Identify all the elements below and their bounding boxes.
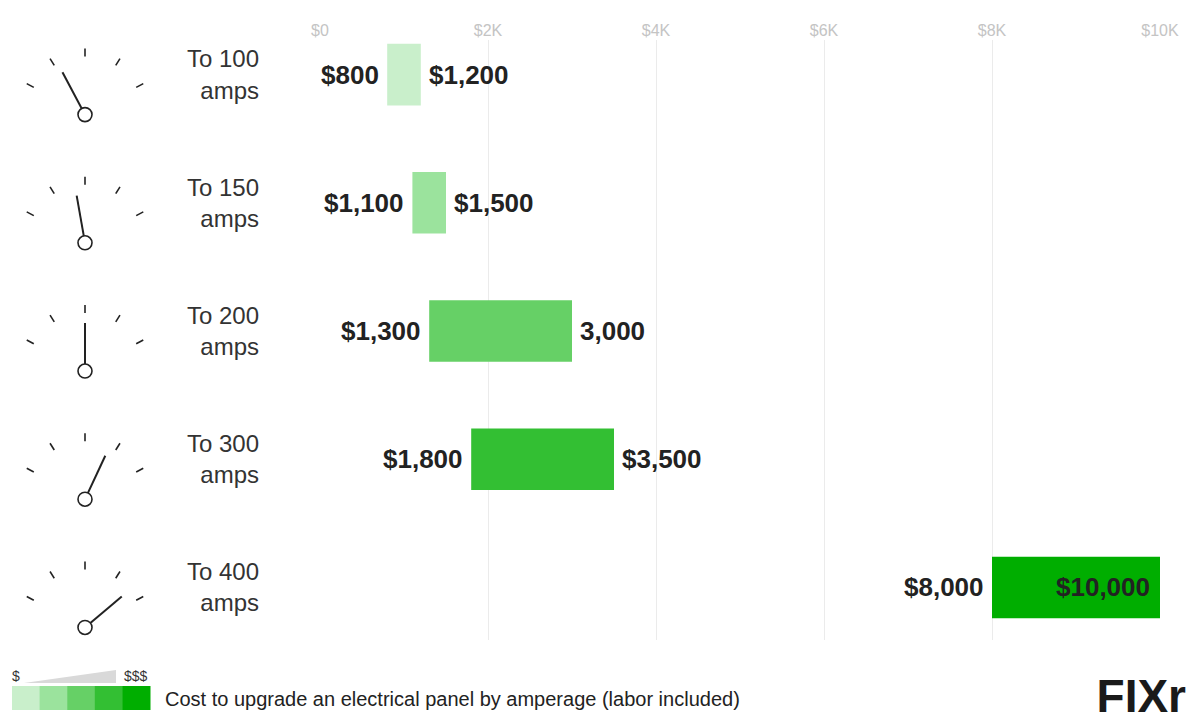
svg-text:$8,000: $8,000 [904,572,984,602]
svg-text:$1,500: $1,500 [454,188,534,218]
svg-text:Cost to upgrade an electrical: Cost to upgrade an electrical panel by a… [165,688,740,710]
svg-text:3,000: 3,000 [580,316,645,346]
svg-text:$1,100: $1,100 [324,188,404,218]
svg-text:$2K: $2K [474,22,503,39]
svg-text:To 100amps: To 100amps [187,45,259,103]
svg-text:$3,500: $3,500 [622,444,702,474]
svg-text:To 200amps: To 200amps [187,302,259,360]
svg-text:To 300amps: To 300amps [187,430,259,488]
svg-text:$10,000: $10,000 [1056,572,1150,602]
svg-text:$800: $800 [321,60,379,90]
svg-text:$10K: $10K [1141,22,1179,39]
svg-text:$1,300: $1,300 [341,316,421,346]
svg-text:$: $ [12,668,20,684]
svg-text:To 400amps: To 400amps [187,558,259,616]
svg-text:$1,800: $1,800 [383,444,463,474]
svg-text:$8K: $8K [978,22,1007,39]
svg-text:$1,200: $1,200 [429,60,509,90]
svg-text:To 150amps: To 150amps [187,174,259,232]
svg-text:$0: $0 [311,22,329,39]
svg-text:$4K: $4K [642,22,671,39]
svg-text:$$$: $$$ [124,668,148,684]
svg-text:FIXr: FIXr [1097,670,1187,722]
svg-text:$6K: $6K [810,22,839,39]
